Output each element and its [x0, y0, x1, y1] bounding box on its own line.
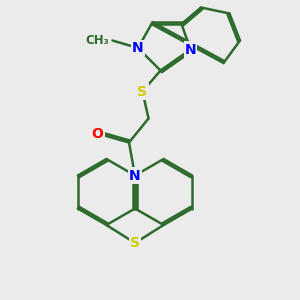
Text: O: O — [92, 127, 104, 140]
Text: N: N — [185, 43, 196, 56]
Text: S: S — [130, 236, 140, 250]
Text: S: S — [137, 85, 148, 98]
Text: N: N — [129, 169, 141, 182]
Text: CH₃: CH₃ — [86, 34, 110, 47]
Text: N: N — [132, 41, 144, 55]
